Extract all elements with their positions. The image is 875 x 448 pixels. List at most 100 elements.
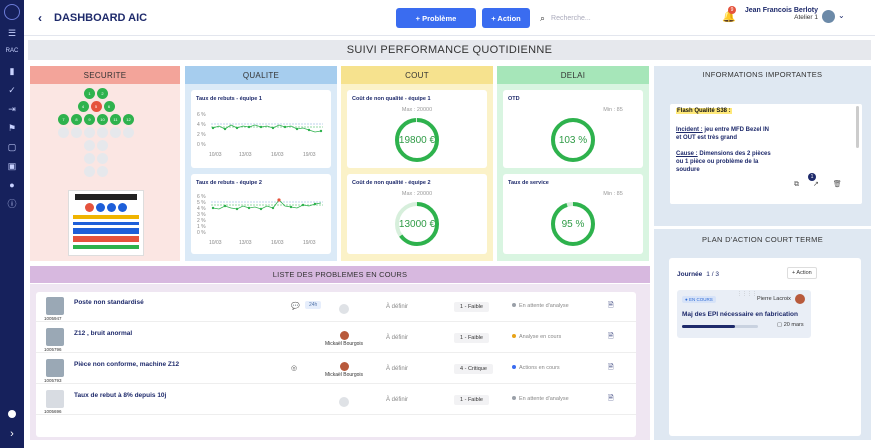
table-row[interactable]: 1005796 Z12 , bruit anormal Mickaël Bour…	[36, 323, 636, 353]
status: En attente d'analyse	[512, 303, 569, 309]
safety-day-6[interactable]: 6	[103, 101, 115, 112]
calendar-check-icon[interactable]: ▣	[7, 161, 17, 171]
user-name: Jean Francois Berloty	[744, 7, 818, 14]
safety-day-4[interactable]: 4	[77, 101, 89, 112]
responsible[interactable]: Mickaël Bourgois	[314, 331, 374, 347]
info-header: INFORMATIONS IMPORTANTES	[702, 70, 823, 79]
table-row[interactable]: 1005696 Taux de rebut à 8% depuis 10j À …	[36, 385, 636, 415]
trash-icon[interactable]: 🗑	[832, 181, 842, 188]
share-icon[interactable]: ↗	[813, 181, 819, 188]
problem-number: 1005796	[44, 347, 62, 352]
safety-day-1[interactable]: 1	[84, 88, 95, 99]
safety-day-2[interactable]: 2	[97, 88, 108, 99]
plan-panel: PLAN D'ACTION COURT TERME Journée 1 / 3 +…	[654, 229, 871, 440]
safety-day-16[interactable]: 16	[84, 127, 95, 138]
cout-header: COUT	[341, 66, 493, 84]
safety-day-22[interactable]: 22	[97, 140, 108, 151]
check-icon[interactable]: ✓	[8, 85, 16, 95]
table-row[interactable]: 1005947 Poste non standardisé 💬 24h À dé…	[36, 292, 636, 322]
responsible[interactable]	[314, 300, 374, 314]
bell-icon[interactable]: 🔔 9	[722, 6, 736, 23]
safety-day-21[interactable]: 21	[84, 140, 95, 151]
attachment-badge: 1	[808, 173, 816, 181]
cnq-card-1[interactable]: Coût de non qualité - équipe 1 Max : 200…	[347, 90, 487, 168]
ytick: 3 %	[197, 212, 206, 218]
add-action-button[interactable]: + Action	[787, 267, 817, 279]
safety-day-28[interactable]: 28	[84, 166, 95, 177]
card-max: Max : 20000	[401, 107, 433, 113]
document-icon[interactable]: 🗎	[608, 395, 614, 402]
table-row[interactable]: 1005793 Pièce non conforme, machine Z12 …	[36, 354, 636, 384]
problem-title[interactable]: Taux de rebut à 8% depuis 10j	[74, 392, 167, 399]
ytick: 4 %	[197, 122, 206, 128]
document-icon[interactable]: 🗎	[608, 302, 614, 309]
calendar-icon[interactable]: ▢	[7, 142, 17, 152]
responsible[interactable]: Mickaël Bourgois	[314, 362, 374, 378]
card-title: Coût de non qualité - équipe 2	[352, 180, 431, 186]
safety-day-18[interactable]: 18	[110, 127, 121, 138]
delai-header: DELAI	[497, 66, 649, 84]
action-card[interactable]: ⋮⋮⋮⋮ ● EN COURS Pierre Lacroix Maj des E…	[677, 290, 811, 338]
progress-bar	[682, 325, 758, 328]
expand-icon[interactable]: ›	[10, 428, 14, 440]
safety-day-29[interactable]: 29	[97, 166, 108, 177]
login-icon[interactable]: ⇥	[8, 104, 16, 114]
flag-icon[interactable]: ⚑	[7, 123, 17, 133]
safety-day-9[interactable]: 9	[84, 114, 95, 125]
safety-cross: 1 2 4 5 6 7 8 9 10 11 12 14 15 16 17 18 19 21 22 25 26 28 29	[50, 88, 158, 188]
chart-icon[interactable]: ▮	[9, 66, 15, 76]
service-card[interactable]: Taux de service Min : 85 95 %	[503, 174, 643, 254]
add-problem-button[interactable]: + Problème	[396, 8, 476, 28]
rebut-card-1[interactable]: Taux de rebuts - équipe 1 6 % 4 % 2 % 0 …	[191, 90, 331, 168]
safety-day-10[interactable]: 10	[97, 114, 108, 125]
gauge-arc	[551, 202, 595, 246]
document-icon[interactable]: 🗎	[608, 333, 614, 340]
avatar[interactable]	[822, 10, 835, 23]
info-card[interactable]: Flash Qualité S38 : Incident : jeu entre…	[670, 104, 862, 204]
safety-day-15[interactable]: 15	[71, 127, 82, 138]
drag-handle-icon[interactable]: ⋮⋮⋮⋮	[737, 291, 757, 297]
menu-icon[interactable]: ☰	[7, 28, 17, 38]
safety-day-11[interactable]: 11	[110, 114, 121, 125]
safety-day-25[interactable]: 25	[84, 153, 95, 164]
attachment-icon[interactable]: ⧉	[794, 181, 799, 188]
safety-day-19[interactable]: 19	[123, 127, 134, 138]
priority-badge: 1 - Faible	[454, 302, 489, 312]
problem-thumbnail	[46, 359, 64, 377]
priority-badge: 4 - Critique	[454, 364, 493, 374]
document-icon[interactable]: 🗎	[608, 364, 614, 371]
safety-day-14[interactable]: 14	[58, 127, 69, 138]
problem-title[interactable]: Pièce non conforme, machine Z12	[74, 361, 180, 368]
safety-day-5[interactable]: 5	[90, 101, 102, 112]
rebut-card-2[interactable]: Taux de rebuts - équipe 2 6 % 5 % 4 % 3 …	[191, 174, 331, 254]
add-action-button[interactable]: + Action	[482, 8, 530, 28]
rebut-card-title: Taux de rebuts - équipe 1	[196, 96, 262, 102]
safety-day-12[interactable]: 12	[123, 114, 134, 125]
rac-label[interactable]: RAC	[5, 48, 19, 54]
problem-number: 1005793	[44, 378, 62, 383]
safety-day-17[interactable]: 17	[97, 127, 108, 138]
left-rail: ☰ RAC ▮ ✓ ⇥ ⚑ ▢ ▣ ● ⓘ ›	[0, 0, 24, 448]
chat-icon[interactable]: 💬	[291, 303, 300, 310]
user-icon[interactable]: ●	[9, 180, 15, 190]
safety-day-8[interactable]: 8	[71, 114, 82, 125]
safety-day-7[interactable]: 7	[58, 114, 69, 125]
responsible[interactable]	[314, 393, 374, 407]
info-icon[interactable]: ⓘ	[7, 199, 17, 209]
safety-day-26[interactable]: 26	[97, 153, 108, 164]
problem-title[interactable]: Z12 , bruit anormal	[74, 330, 133, 337]
back-icon[interactable]: ‹	[38, 10, 42, 25]
xtick: 13/03	[239, 152, 252, 158]
app-logo[interactable]	[4, 4, 20, 20]
search-input[interactable]: Recherche...	[551, 14, 591, 22]
cnq-card-2[interactable]: Coût de non qualité - équipe 2 Max : 200…	[347, 174, 487, 254]
info-panel: INFORMATIONS IMPORTANTES Flash Qualité S…	[654, 66, 871, 226]
otd-card[interactable]: OTD Min : 85 103 %	[503, 90, 643, 168]
gauge-ring: 103 %	[549, 116, 597, 164]
target-icon[interactable]: ◎	[291, 365, 298, 372]
chevron-down-icon[interactable]: ⌄	[838, 11, 845, 20]
search-box[interactable]: ⌕ Recherche...	[540, 8, 700, 28]
problem-title[interactable]: Poste non standardisé	[74, 299, 144, 306]
user-info[interactable]: Jean Francois Berloty Atelier 1	[742, 7, 818, 21]
scrollbar[interactable]	[856, 106, 859, 148]
